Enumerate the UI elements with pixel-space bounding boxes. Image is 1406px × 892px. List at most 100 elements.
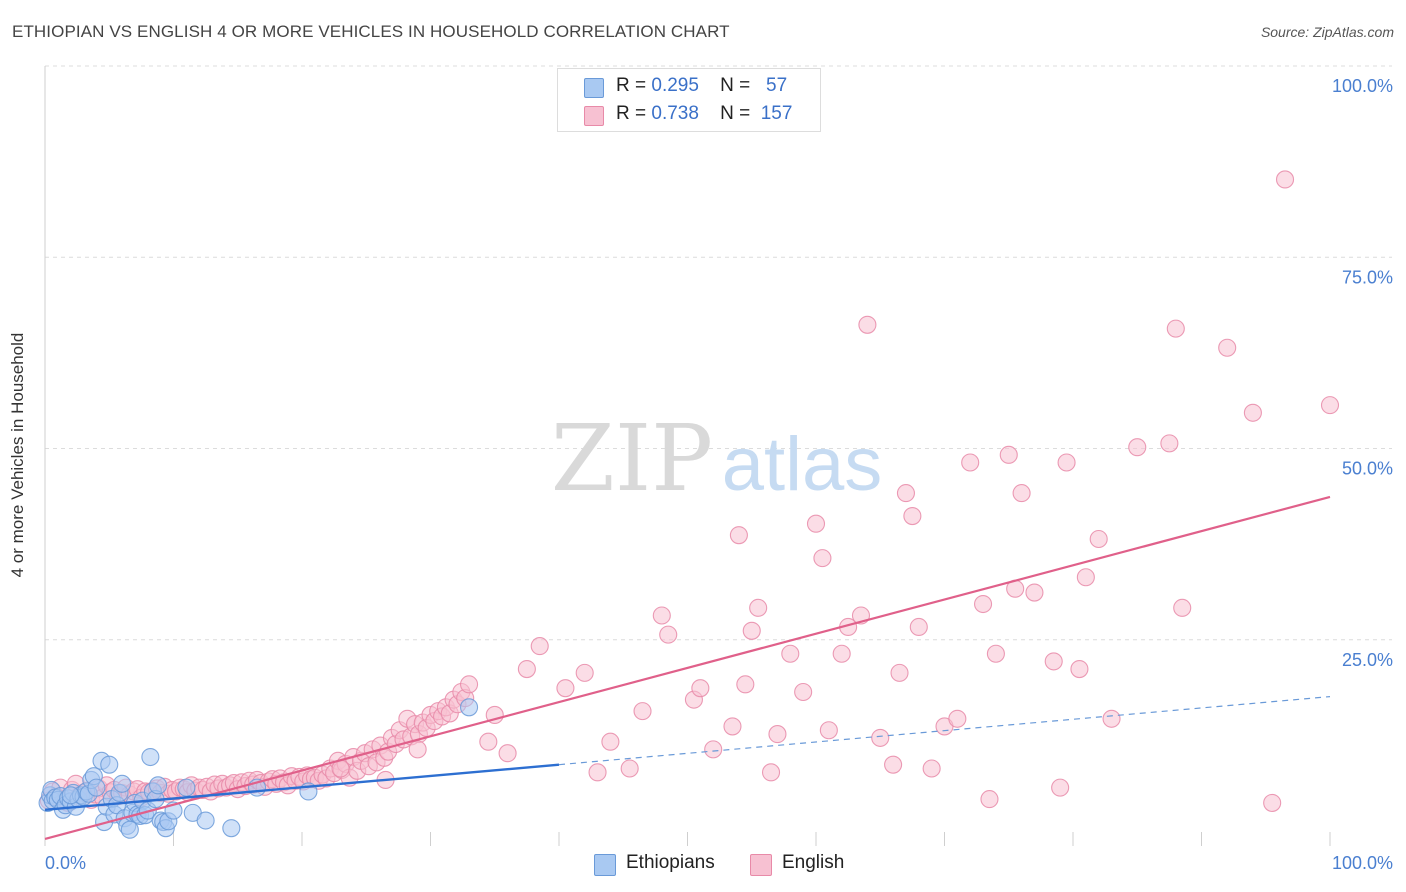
legend-n-label: N = bbox=[720, 75, 751, 96]
english-point bbox=[1320, 396, 1340, 415]
english-point bbox=[1166, 319, 1185, 338]
legend-r-label: R = bbox=[616, 103, 647, 124]
tick-labels: 25.0% 50.0% 75.0% 100.0% 0.0% 100.0% bbox=[45, 76, 1393, 873]
legend-n-value: 57 bbox=[766, 75, 788, 96]
english-point bbox=[890, 663, 909, 682]
english-point bbox=[832, 644, 851, 663]
english-point bbox=[659, 625, 678, 644]
english-point bbox=[1218, 338, 1237, 357]
x-tick-label: 100.0% bbox=[1332, 853, 1393, 873]
english-point bbox=[813, 549, 832, 568]
y-tick-label: 100.0% bbox=[1332, 76, 1393, 96]
watermark-zip: ZIP bbox=[551, 405, 713, 512]
english-point bbox=[794, 682, 813, 702]
english-point bbox=[1243, 403, 1262, 422]
english-point bbox=[1044, 652, 1063, 671]
english-point bbox=[1173, 598, 1192, 617]
english-point bbox=[896, 484, 916, 503]
english-point bbox=[1089, 529, 1108, 549]
english-point bbox=[588, 763, 607, 782]
english-point bbox=[691, 679, 710, 698]
source-label: Source: ZipAtlas.com bbox=[1260, 24, 1394, 40]
x-tick-label: 0.0% bbox=[45, 853, 86, 873]
english-point bbox=[806, 514, 826, 533]
english-point bbox=[980, 790, 999, 809]
english-point bbox=[408, 740, 427, 759]
legend-swatch-ethiopians bbox=[584, 78, 604, 98]
english-point bbox=[652, 606, 671, 625]
trend-lines bbox=[44, 495, 1331, 840]
english-point bbox=[1102, 709, 1121, 728]
english-point bbox=[884, 755, 903, 774]
english-point bbox=[575, 663, 594, 682]
english-point bbox=[986, 644, 1005, 663]
ethiopian-point bbox=[100, 755, 119, 774]
ethiopian-point bbox=[196, 811, 215, 830]
english-trend-line bbox=[44, 495, 1331, 840]
english-point bbox=[768, 725, 787, 744]
english-point bbox=[819, 721, 838, 740]
chart-title: ETHIOPIAN VS ENGLISH 4 OR MORE VEHICLES … bbox=[12, 22, 730, 41]
legend-n-value: 157 bbox=[760, 103, 793, 124]
english-point bbox=[723, 717, 742, 736]
english-point bbox=[1263, 793, 1282, 812]
english-point bbox=[973, 594, 993, 614]
data-points bbox=[38, 170, 1340, 839]
english-point bbox=[498, 744, 517, 763]
ethiopian-point bbox=[149, 776, 168, 795]
english-point bbox=[479, 732, 498, 751]
ethiopian-point bbox=[61, 786, 80, 805]
english-point bbox=[961, 453, 980, 472]
ethiopian-trend-extension bbox=[558, 695, 1331, 766]
bottom-legend-swatch-ethiopians bbox=[594, 854, 616, 876]
english-point bbox=[556, 679, 575, 698]
english-point bbox=[858, 315, 877, 334]
ethiopian-point bbox=[87, 778, 106, 797]
english-point bbox=[903, 506, 922, 526]
gridlines bbox=[45, 65, 1392, 641]
legend-n-label: N = bbox=[720, 103, 751, 124]
english-point bbox=[1076, 568, 1095, 587]
english-point bbox=[601, 732, 620, 751]
english-point bbox=[1128, 438, 1147, 457]
english-point bbox=[459, 675, 479, 694]
english-point bbox=[1057, 453, 1076, 472]
english-point bbox=[909, 617, 928, 637]
bottom-legend-swatch-english bbox=[750, 854, 772, 876]
y-tick-label: 50.0% bbox=[1342, 459, 1393, 479]
english-point bbox=[1051, 778, 1070, 797]
english-point bbox=[1275, 170, 1295, 189]
watermark-atlas: atlas bbox=[722, 422, 883, 507]
ethiopian-point bbox=[177, 778, 196, 797]
ethiopian-trend-line bbox=[44, 763, 560, 812]
english-point bbox=[922, 759, 941, 778]
english-point bbox=[871, 728, 890, 747]
ethiopian-point bbox=[459, 698, 479, 717]
ethiopian-point bbox=[141, 747, 160, 767]
y-tick-label: 75.0% bbox=[1342, 267, 1393, 287]
ethiopian-point bbox=[113, 774, 132, 793]
english-point bbox=[729, 526, 748, 545]
english-point bbox=[517, 659, 536, 679]
legend-r-label: R = bbox=[616, 75, 647, 96]
english-point bbox=[704, 740, 723, 759]
y-tick-label: 25.0% bbox=[1342, 650, 1393, 670]
watermark: ZIP atlas bbox=[551, 405, 882, 512]
english-point bbox=[620, 759, 639, 778]
english-point bbox=[948, 709, 967, 728]
stats-legend: R = 0.295 N = 57 R = 0.738 N = 157 bbox=[557, 68, 821, 132]
english-point bbox=[1160, 434, 1179, 453]
english-point bbox=[633, 702, 652, 721]
ethiopian-point bbox=[222, 819, 241, 838]
english-point bbox=[1012, 484, 1031, 503]
bottom-legend-label: Ethiopians bbox=[626, 852, 715, 873]
english-point bbox=[530, 637, 549, 656]
legend-r-value: 0.738 bbox=[651, 103, 699, 124]
english-point bbox=[749, 598, 768, 617]
legend-swatch-english bbox=[584, 106, 604, 126]
english-point bbox=[1025, 583, 1044, 602]
english-point bbox=[1070, 659, 1089, 679]
english-point bbox=[761, 763, 781, 782]
y-axis-label: 4 or more Vehicles in Household bbox=[8, 332, 27, 578]
english-point bbox=[781, 644, 800, 663]
